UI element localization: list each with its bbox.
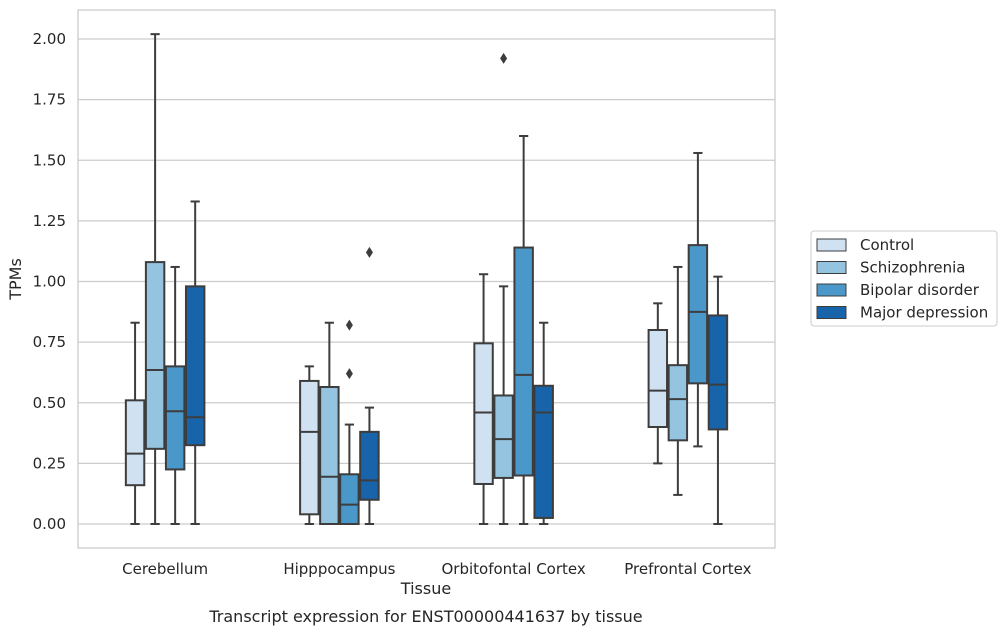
- y-tick-labels: 0.00 0.25 0.50 0.75 1.00 1.25 1.50 1.75 2.00: [33, 30, 66, 533]
- plot-frame: [77, 9, 776, 549]
- box-control: [124, 321, 146, 525]
- box-bipolar-disorder: [164, 265, 186, 525]
- box-bipolar-disorder: [339, 319, 360, 526]
- y-tick-label: 1.25: [33, 212, 66, 230]
- box-schizophrenia: [144, 33, 166, 525]
- box-iqr: [493, 394, 514, 479]
- box-schizophrenia: [319, 321, 340, 525]
- box-major-depression: [707, 275, 729, 525]
- box-groups: [124, 33, 729, 526]
- y-tick-label: 0.75: [33, 333, 66, 351]
- box-control: [473, 273, 494, 525]
- y-tick-label: 1.75: [33, 91, 66, 109]
- x-tick-labels: Cerebellum Hipppocampus Orbitofontal Corte…: [122, 560, 751, 578]
- legend-label: Control: [860, 236, 914, 254]
- box-iqr: [164, 365, 186, 471]
- legend-label: Bipolar disorder: [860, 281, 980, 299]
- x-tick-label: Prefrontal Cortex: [624, 560, 751, 578]
- y-axis-label: TPMs: [6, 258, 25, 301]
- box-iqr: [707, 314, 729, 431]
- outlier-point: [365, 246, 373, 258]
- x-tick-label: Hipppocampus: [283, 560, 395, 578]
- box-iqr: [299, 379, 320, 516]
- legend-frame: [810, 230, 998, 327]
- y-tick-label: 0.00: [33, 515, 66, 533]
- chart-caption: Transcript expression for ENST0000044163…: [208, 607, 642, 626]
- legend: Control Schizophrenia Bipolar disorder Majo…: [810, 230, 998, 327]
- x-tick-label: Orbitofontal Cortex: [442, 560, 586, 578]
- box-bipolar-disorder: [687, 151, 709, 448]
- box-control: [299, 365, 320, 525]
- x-axis-label: Tissue: [400, 579, 451, 598]
- legend-swatch: [816, 283, 847, 297]
- box-iqr: [184, 285, 206, 447]
- box-iqr: [473, 342, 494, 485]
- box-major-depression: [184, 200, 206, 525]
- box-iqr: [124, 399, 146, 487]
- box-iqr: [667, 364, 689, 442]
- box-iqr: [144, 261, 166, 450]
- box-iqr: [647, 329, 669, 428]
- legend-swatch: [816, 306, 847, 319]
- legend-swatch: [816, 238, 847, 252]
- legend-label: Major depression: [860, 304, 988, 322]
- y-tick-label: 2.00: [33, 30, 66, 48]
- legend-swatch: [816, 261, 847, 274]
- box-iqr: [339, 473, 360, 526]
- y-tick-label: 0.50: [33, 394, 66, 412]
- y-tick-label: 1.00: [33, 273, 66, 291]
- outlier-point: [500, 52, 508, 64]
- box-iqr: [319, 385, 340, 525]
- outlier-point: [345, 368, 353, 380]
- box-bipolar-disorder: [513, 135, 534, 525]
- x-tick-label: Cerebellum: [122, 560, 208, 578]
- box-iqr: [359, 430, 380, 501]
- outlier-point: [345, 319, 353, 331]
- box-major-depression: [359, 246, 380, 525]
- y-tick-label: 1.50: [33, 151, 66, 169]
- box-schizophrenia: [667, 265, 689, 496]
- y-tick-label: 0.25: [33, 454, 66, 472]
- box-control: [647, 302, 669, 465]
- box-schizophrenia: [493, 52, 514, 525]
- box-iqr: [687, 244, 709, 385]
- box-iqr: [533, 384, 554, 519]
- box-iqr: [513, 246, 534, 477]
- legend-label: Schizophrenia: [860, 259, 965, 277]
- box-major-depression: [533, 321, 554, 525]
